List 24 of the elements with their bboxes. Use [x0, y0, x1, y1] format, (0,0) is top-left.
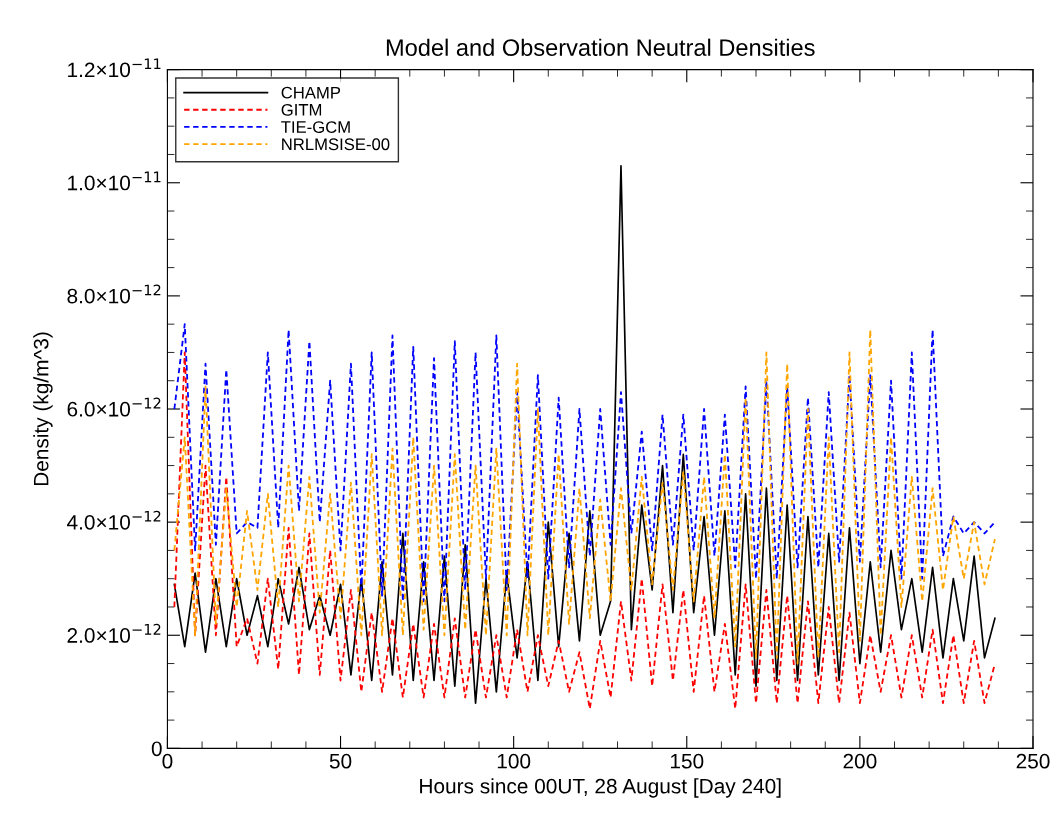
x-tick-label: 150 — [670, 753, 704, 769]
y-tick-label: 0 — [151, 741, 162, 757]
y-tick-label: 1.2×10$^{−11}$ — [68, 58, 161, 78]
y-tick-label: 8.0×10$^{−12}$ — [67, 284, 161, 304]
chart-title: Model and Observation Neutral Densities — [386, 38, 815, 56]
legend-label: NRLMSISE-00 — [282, 138, 390, 151]
y-tick-label: 2.0×10$^{−12}$ — [67, 623, 161, 643]
y-tick-label: 1.0×10$^{−11}$ — [68, 171, 161, 191]
legend-label: GITM — [281, 103, 322, 116]
x-tick-label: 100 — [497, 753, 531, 769]
line-series — [173, 351, 996, 710]
legend-label: TIE-GCM — [281, 121, 350, 133]
y-tick-label: 4.0×10$^{−12}$ — [67, 510, 161, 530]
y-tick-label: 6.0×10$^{−12}$ — [67, 397, 161, 417]
line-series — [173, 323, 996, 603]
x-tick-label: 0 — [162, 753, 173, 769]
x-tick-label: 200 — [843, 753, 877, 769]
x-tick-label: 50 — [329, 753, 352, 769]
x-axis-title: Hours since 00UT, 28 August [Day 240] — [420, 778, 781, 798]
line-series — [173, 328, 996, 665]
line-series — [173, 164, 996, 704]
y-axis-title: Density (kg/m^3) — [33, 332, 53, 486]
x-tick-label: 250 — [1016, 753, 1050, 769]
legend-label: CHAMP — [281, 86, 341, 99]
